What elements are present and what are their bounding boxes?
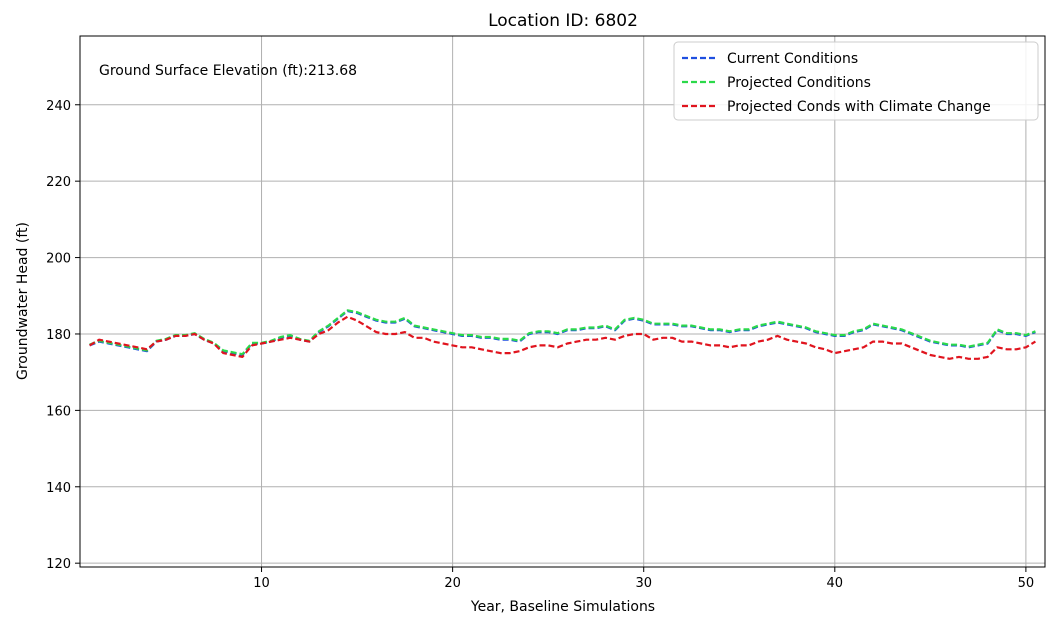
- series-line-2: [89, 309, 1036, 356]
- plot-frame: [79, 35, 1046, 568]
- y-axis-ticks: 120 140 160 180 200 220 240: [46, 99, 80, 572]
- y-tick-label: 180: [46, 328, 71, 343]
- legend-label: Projected Conditions: [727, 75, 871, 91]
- legend: Current Conditions Projected Conditions Pr…: [673, 41, 1039, 121]
- x-axis-label: Year, Baseline Simulations: [470, 599, 655, 615]
- series-line-3: [89, 315, 1036, 360]
- y-tick-label: 140: [46, 481, 71, 496]
- y-tick-label: 220: [46, 175, 71, 190]
- series-lines: [89, 309, 1036, 360]
- x-tick-label: 20: [444, 576, 461, 591]
- y-tick-label: 120: [46, 557, 71, 572]
- x-axis-ticks: 10 20 30 40 50: [253, 567, 1034, 591]
- legend-label: Projected Conds with Climate Change: [727, 99, 991, 115]
- x-tick-label: 10: [253, 576, 270, 591]
- legend-label: Current Conditions: [727, 51, 858, 67]
- x-tick-label: 40: [827, 576, 844, 591]
- ground-surface-annotation: Ground Surface Elevation (ft):213.68: [99, 63, 357, 79]
- y-tick-label: 200: [46, 252, 71, 267]
- y-tick-label: 240: [46, 99, 71, 114]
- y-axis-label: Groundwater Head (ft): [15, 222, 31, 380]
- legend-box: [673, 41, 1039, 121]
- grid-lines: [80, 36, 1045, 567]
- chart-title: Location ID: 6802: [488, 11, 638, 31]
- x-tick-label: 50: [1018, 576, 1035, 591]
- x-tick-label: 30: [635, 576, 652, 591]
- y-tick-label: 160: [46, 404, 71, 419]
- series-line-1: [89, 310, 1036, 357]
